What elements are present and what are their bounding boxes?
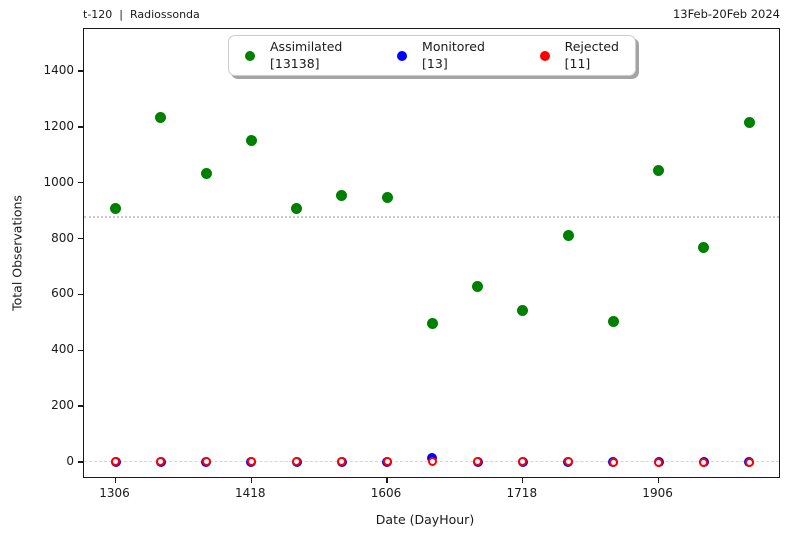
scatter-point-rejected	[382, 457, 392, 467]
x-tick	[657, 477, 660, 483]
scatter-point-assimilated	[155, 112, 167, 124]
y-tick-label: 1200	[43, 118, 74, 133]
plot-title-right: 13Feb-20Feb 2024	[672, 7, 780, 21]
scatter-point-assimilated	[698, 242, 710, 253]
x-tick-label: 1418	[234, 486, 266, 500]
y-tick	[77, 293, 83, 296]
scatter-point-assimilated	[381, 192, 393, 204]
scatter-point-rejected	[201, 457, 211, 467]
y-tick-label: 200	[51, 398, 74, 413]
rejected-marker-icon	[539, 50, 550, 61]
scatter-point-rejected	[246, 457, 256, 467]
legend-item-assimilated: Assimilated [13138]	[245, 39, 342, 72]
y-tick	[77, 182, 83, 184]
scatter-point-assimilated	[291, 203, 303, 215]
plot-area	[77, 28, 780, 483]
scatter-point-rejected	[427, 457, 437, 467]
mean-line-assimilated	[84, 216, 779, 219]
x-tick	[522, 477, 524, 483]
scatter-point-rejected	[111, 457, 120, 467]
y-tick-label: 1000	[43, 174, 74, 189]
scatter-point-assimilated	[472, 281, 484, 293]
scatter-point-assimilated	[110, 202, 121, 214]
scatter-point-rejected	[156, 457, 166, 467]
scatter-point-rejected	[292, 457, 302, 467]
y-tick	[77, 461, 83, 463]
x-tick-label: 1906	[642, 486, 673, 500]
x-axis-label: Date (DayHour)	[375, 512, 475, 527]
scatter-point-rejected	[563, 457, 573, 467]
legend-name-assimilated: Assimilated	[270, 39, 343, 55]
scatter-point-rejected	[337, 457, 347, 467]
x-tick-label: 1718	[506, 486, 538, 500]
legend: Assimilated [13138] Monitored [13] Rejecte…	[228, 35, 636, 76]
scatter-point-rejected	[744, 457, 754, 467]
x-tick-label: 1306	[99, 486, 130, 500]
x-tick	[250, 477, 252, 483]
scatter-point-assimilated	[336, 189, 348, 201]
scatter-point-assimilated	[517, 305, 529, 317]
x-tick	[386, 477, 388, 483]
scatter-point-assimilated	[607, 316, 619, 328]
y-tick-label: 0	[66, 454, 74, 468]
legend-count-rejected: [11]	[564, 55, 591, 71]
scatter-point-rejected	[518, 457, 528, 467]
scatter-point-rejected	[654, 457, 664, 467]
legend-count-monitored: [13]	[422, 55, 448, 71]
legend-label-monitored: Monitored [13]	[422, 39, 485, 72]
y-tick	[77, 237, 83, 240]
legend-label-assimilated: Assimilated [13138]	[270, 39, 342, 72]
x-tick-label: 1606	[370, 486, 402, 500]
legend-name-rejected: Rejected	[564, 39, 619, 55]
monitored-marker-icon	[397, 50, 408, 61]
scatter-point-assimilated	[200, 168, 212, 180]
assimilated-marker-icon	[245, 50, 255, 61]
scatter-point-assimilated	[426, 317, 438, 329]
y-tick	[77, 126, 83, 128]
legend-name-monitored: Monitored	[422, 39, 485, 55]
y-tick-label: 600	[51, 286, 74, 301]
y-tick-label: 1400	[43, 63, 74, 77]
y-tick	[77, 405, 83, 407]
legend-count-assimilated: [13138]	[270, 55, 320, 71]
scatter-point-rejected	[608, 457, 618, 467]
scatter-point-assimilated	[653, 165, 665, 177]
plot-title-left: t-120 | Radiossonda	[83, 8, 200, 21]
x-tick	[114, 477, 117, 483]
legend-label-rejected: Rejected [11]	[565, 39, 619, 72]
scatter-point-assimilated	[245, 134, 257, 146]
y-tick	[77, 349, 83, 351]
legend-item-rejected: Rejected [11]	[539, 39, 619, 72]
scatter-point-rejected	[473, 457, 483, 467]
y-tick	[77, 70, 83, 72]
legend-item-monitored: Monitored [13]	[397, 39, 485, 72]
scatter-point-assimilated	[562, 230, 574, 242]
y-tick-label: 400	[51, 342, 74, 357]
y-tick-label: 800	[51, 230, 74, 245]
scatter-point-assimilated	[743, 116, 755, 128]
scatter-point-rejected	[699, 457, 709, 467]
